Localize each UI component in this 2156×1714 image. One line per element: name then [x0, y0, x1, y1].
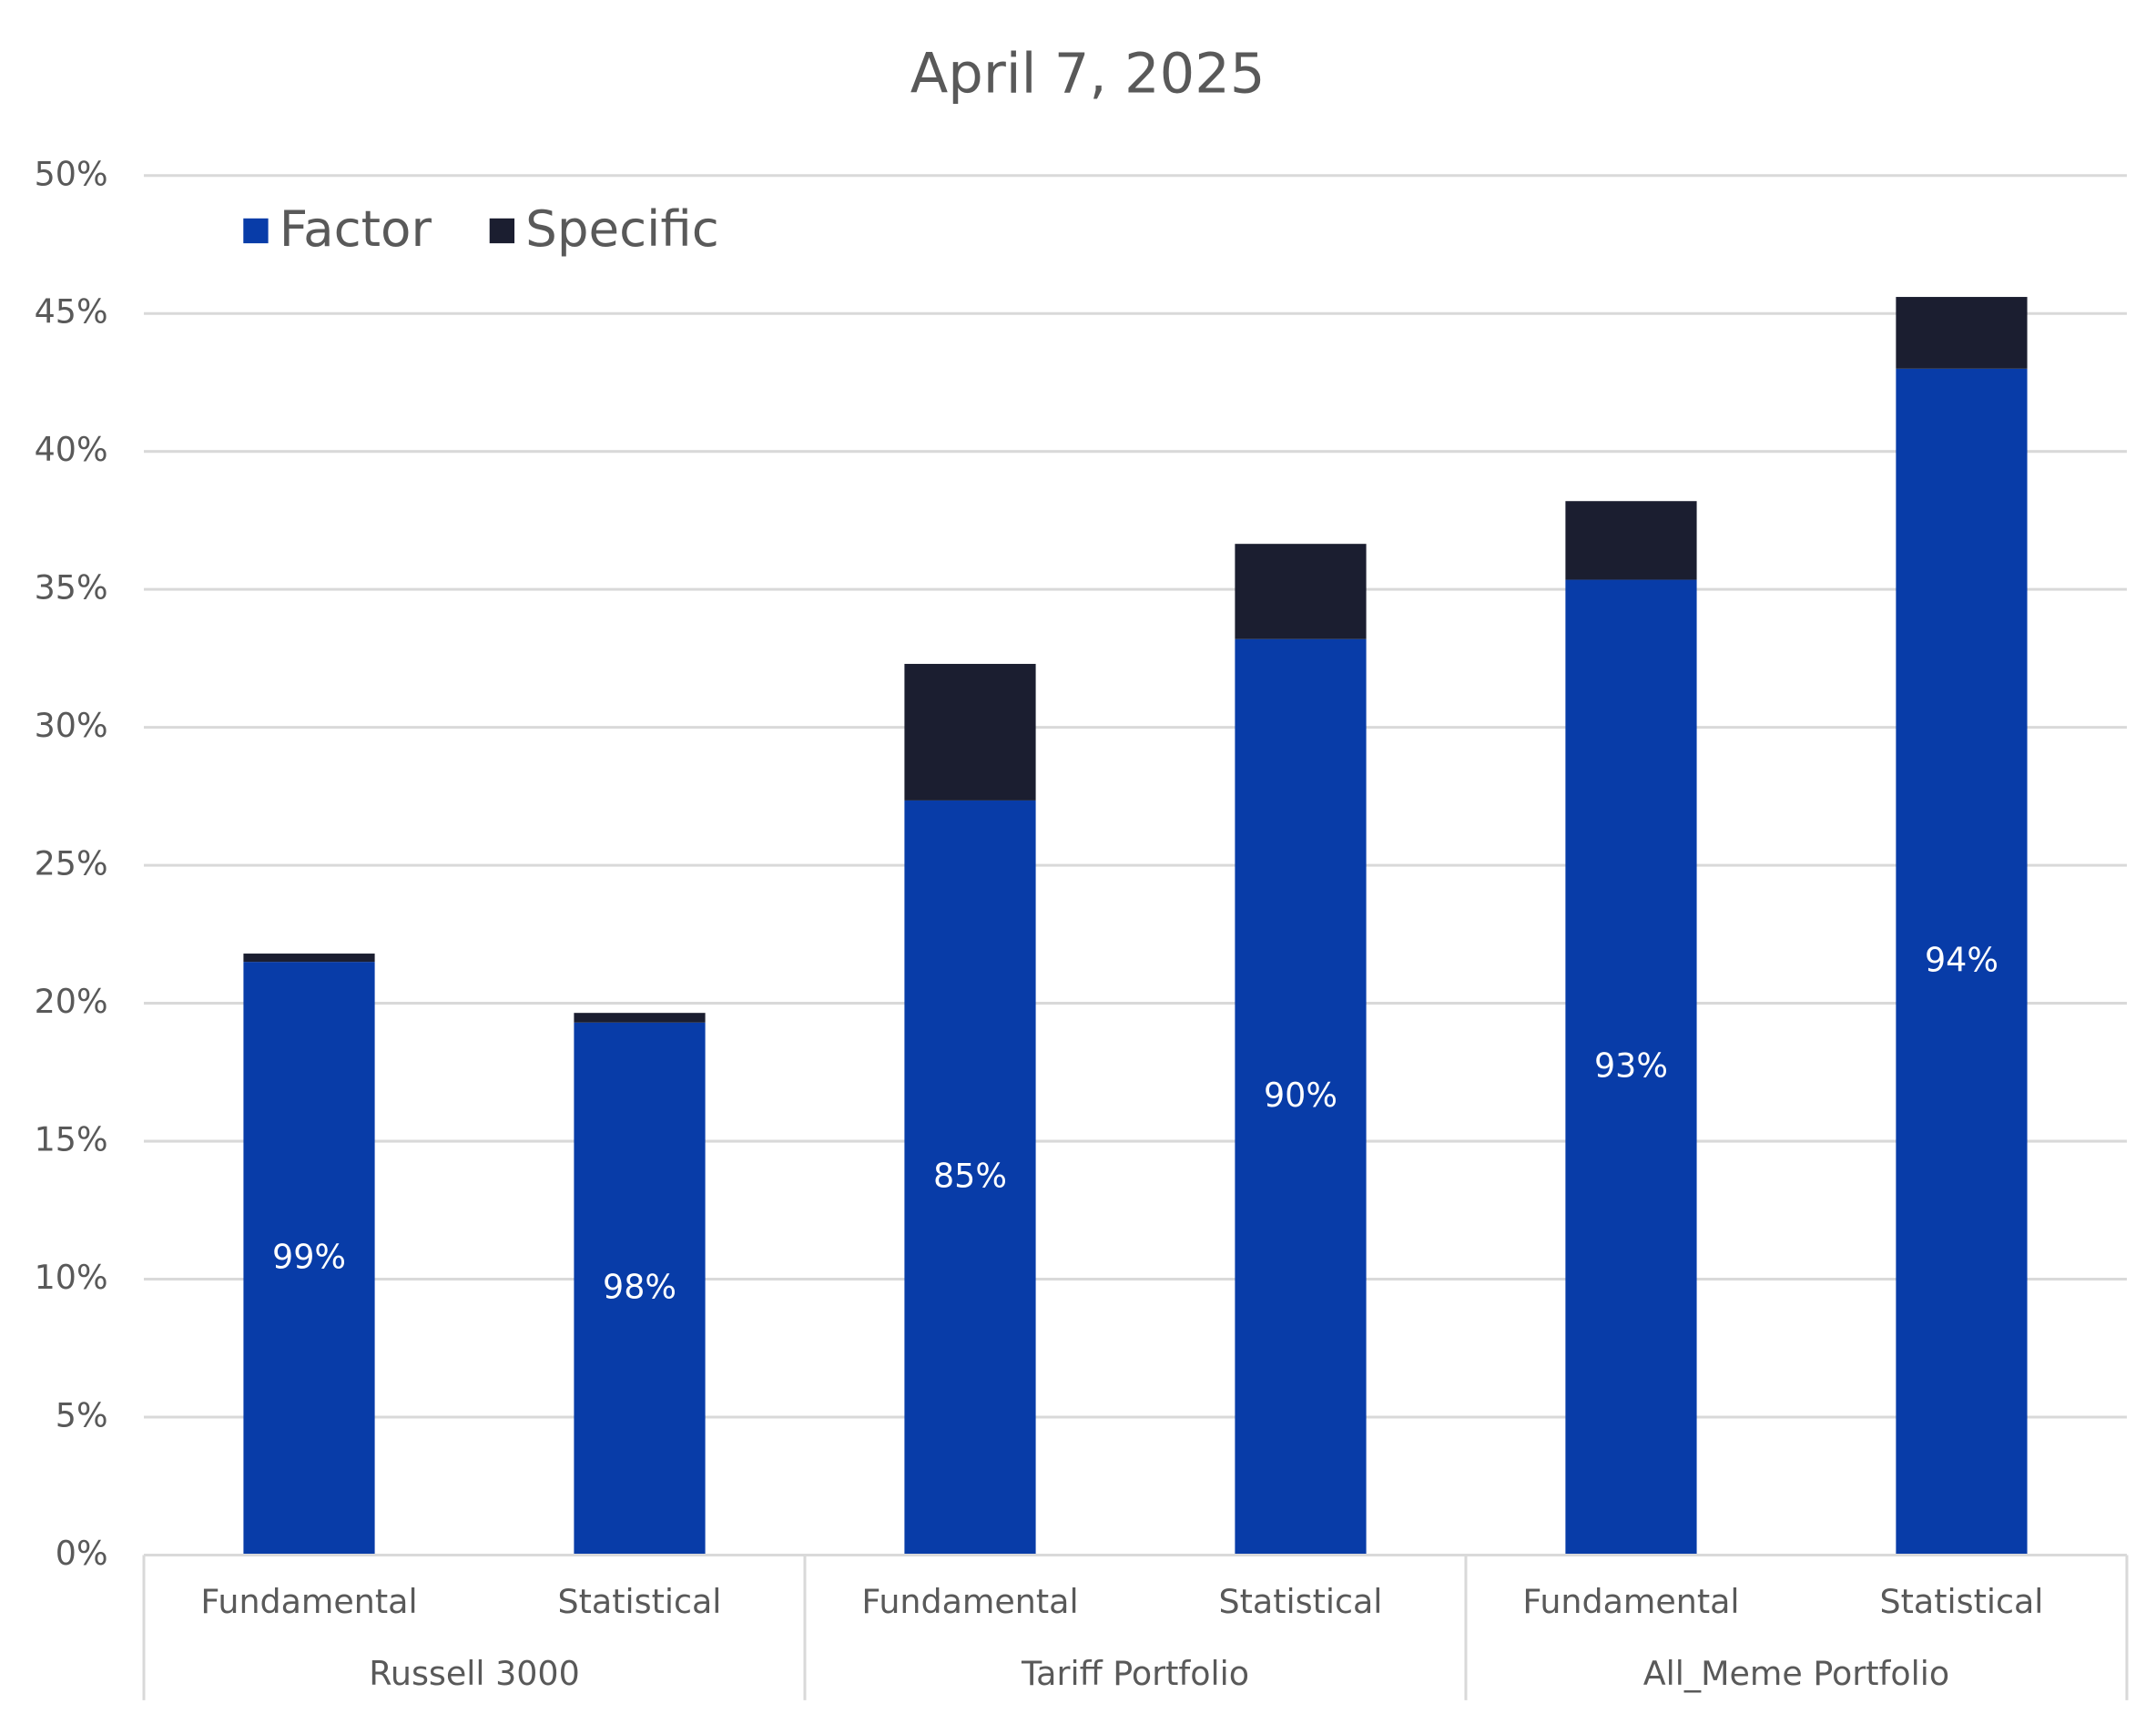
- data-label: 90%: [1264, 1076, 1337, 1115]
- data-label: 94%: [1925, 941, 1998, 980]
- data-label: 85%: [933, 1157, 1007, 1196]
- legend-label: Factor: [280, 199, 432, 258]
- y-tick-label: 5%: [56, 1395, 108, 1434]
- data-label: 99%: [272, 1237, 346, 1276]
- x-tick-label: Fundamental: [1522, 1582, 1739, 1621]
- y-tick-label: 0%: [56, 1534, 108, 1573]
- legend-swatch: [243, 218, 269, 244]
- y-tick-label: 45%: [35, 292, 108, 332]
- x-tick-label: Statistical: [558, 1582, 722, 1621]
- x-tick-label: Fundamental: [200, 1582, 417, 1621]
- y-tick-label: 40%: [35, 430, 108, 469]
- y-tick-label: 50%: [35, 154, 108, 193]
- bar-segment: [904, 663, 1036, 801]
- x-tick-label: Fundamental: [861, 1582, 1078, 1621]
- x-tick-label: Statistical: [1880, 1582, 2044, 1621]
- y-tick-label: 30%: [35, 706, 108, 745]
- group-label: Tariff Portfolio: [1021, 1654, 1249, 1693]
- bar-segment: [1896, 297, 2028, 369]
- group-label: Russell 3000: [369, 1654, 580, 1693]
- bar-segment: [574, 1013, 706, 1023]
- y-tick-label: 15%: [35, 1120, 108, 1159]
- bar-segment: [1896, 368, 2028, 1556]
- data-label: 93%: [1594, 1046, 1668, 1086]
- y-tick-label: 10%: [35, 1258, 108, 1297]
- bar-segment: [1565, 501, 1697, 580]
- chart-title: April 7, 2025: [910, 43, 1266, 107]
- y-tick-label: 20%: [35, 982, 108, 1021]
- bar-segment: [1235, 638, 1367, 1556]
- bar-segment: [1565, 579, 1697, 1556]
- bar-segment: [1235, 544, 1367, 639]
- legend-label: Specific: [525, 199, 719, 258]
- data-label: 98%: [603, 1268, 676, 1307]
- bar-segment: [243, 962, 375, 1556]
- x-tick-label: Statistical: [1219, 1582, 1383, 1621]
- bar-segment: [574, 1022, 706, 1556]
- y-tick-label: 25%: [35, 844, 108, 883]
- y-tick-label: 35%: [35, 568, 108, 607]
- group-label: All_Meme Portfolio: [1643, 1654, 1949, 1693]
- bar-segment: [904, 800, 1036, 1556]
- legend-swatch: [489, 218, 515, 244]
- bar-segment: [243, 954, 375, 963]
